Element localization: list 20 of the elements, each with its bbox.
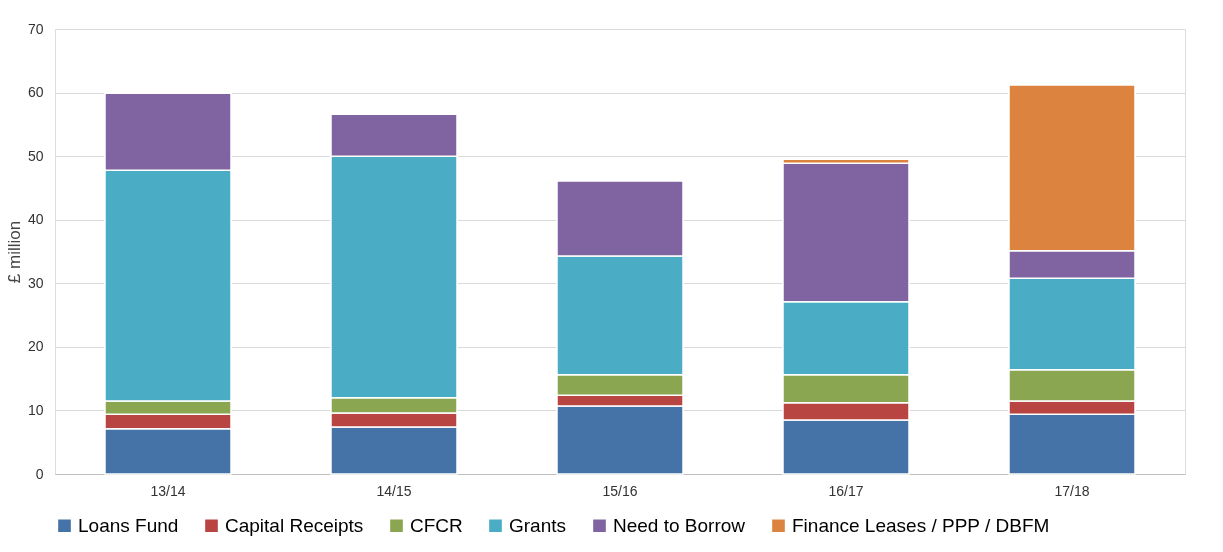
y-tick-label: 40 bbox=[27, 211, 44, 228]
legend-label: Capital Receipts bbox=[225, 514, 364, 536]
y-axis-title: £ million bbox=[4, 220, 24, 284]
x-tick-label: 15/16 bbox=[602, 482, 638, 499]
x-tick-label: 13/14 bbox=[150, 482, 186, 499]
x-tick-label: 14/15 bbox=[376, 482, 412, 499]
y-tick-label: 60 bbox=[27, 84, 44, 101]
y-tick-label: 0 bbox=[35, 465, 44, 482]
legend-label: CFCR bbox=[410, 514, 463, 536]
x-tick-label: 17/18 bbox=[1054, 482, 1090, 499]
legend-label: Grants bbox=[509, 514, 567, 536]
legend-label: Loans Fund bbox=[78, 514, 179, 536]
y-tick-label: 70 bbox=[27, 20, 44, 37]
x-tick-label: 16/17 bbox=[828, 482, 864, 499]
y-tick-label: 50 bbox=[27, 147, 44, 164]
legend-label: Finance Leases / PPP / DBFM bbox=[792, 514, 1050, 536]
y-tick-label: 20 bbox=[27, 338, 44, 355]
y-tick-label: 10 bbox=[27, 401, 44, 418]
y-tick-label: 30 bbox=[27, 274, 44, 291]
legend-label: Need to Borrow bbox=[613, 514, 746, 536]
